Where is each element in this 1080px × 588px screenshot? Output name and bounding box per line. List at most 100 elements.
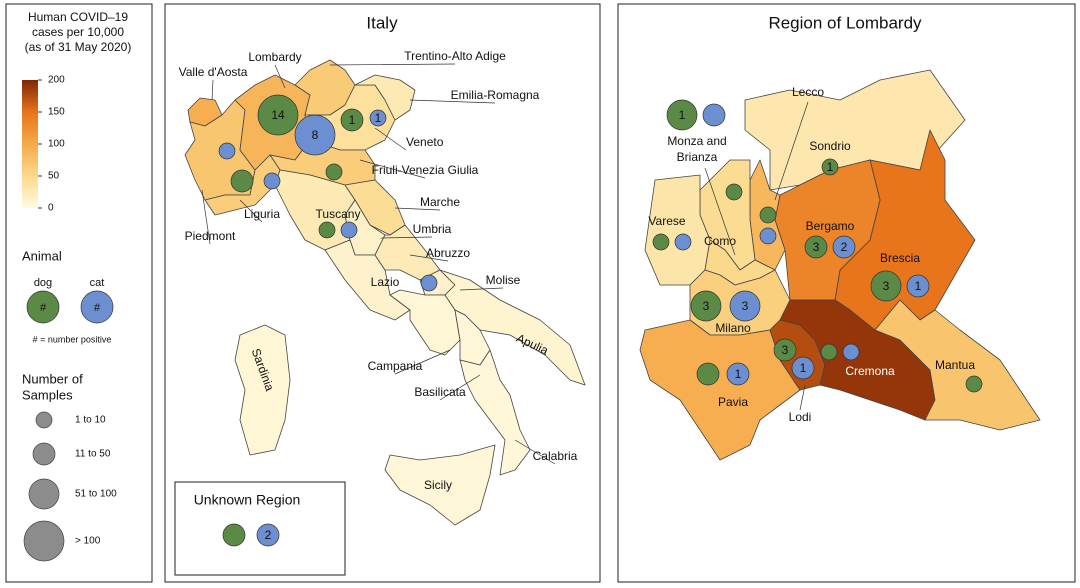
province-label: Bergamo <box>806 219 855 233</box>
province-label: Lecco <box>792 85 824 99</box>
unknown-region-box <box>174 481 346 576</box>
leader-line <box>274 64 286 89</box>
size-label: 51 to 100 <box>75 489 117 500</box>
sample-marker <box>759 206 777 224</box>
size-label: > 100 <box>75 536 101 547</box>
animal-legend-title: Animal <box>22 248 62 263</box>
region-label: Lazio <box>371 275 400 289</box>
leader-line <box>394 349 451 375</box>
leader-line <box>201 189 211 245</box>
sample-marker <box>666 99 698 131</box>
leader-line <box>799 384 806 411</box>
legend-panel <box>5 3 153 583</box>
positive-count: 3 <box>883 279 890 293</box>
sample-marker <box>821 158 839 176</box>
region-label: Campania <box>368 359 423 373</box>
colorbar-tick-label: 50 <box>48 171 60 182</box>
province-label: Cremona <box>845 364 895 378</box>
leader-line <box>514 439 556 465</box>
region-label: Umbria <box>413 222 452 236</box>
sample-marker <box>218 142 236 160</box>
region-label: Tuscany <box>316 207 361 221</box>
province-label: Lodi <box>789 410 812 424</box>
positive-count: 3 <box>813 240 820 254</box>
animal-symbol: # <box>40 302 47 314</box>
positive-count: 1 <box>735 367 742 381</box>
province-label: Brescia <box>880 251 920 265</box>
region <box>459 349 531 476</box>
leader-line <box>379 236 433 239</box>
province-label: Varese <box>648 214 685 228</box>
animal-symbol: # <box>94 302 101 314</box>
sample-marker <box>702 103 726 127</box>
region <box>234 324 291 456</box>
region-label: Piedmont <box>185 229 236 243</box>
province-label: Milano <box>715 321 751 335</box>
sample-marker <box>263 172 281 190</box>
region <box>354 74 416 121</box>
positive-count: 3 <box>703 299 710 313</box>
region-label: Marche <box>420 195 460 209</box>
size-swatch <box>32 442 56 466</box>
sample-marker <box>842 343 860 361</box>
colorbar-tick-label: 200 <box>48 75 65 86</box>
positive-count: 1 <box>349 113 356 127</box>
sample-marker <box>222 523 246 547</box>
colorbar-tick-label: 150 <box>48 107 65 118</box>
positive-count: 1 <box>679 108 686 122</box>
positive-count: 2 <box>841 240 848 254</box>
sample-marker <box>726 362 750 386</box>
positive-count: 1 <box>375 111 382 125</box>
region-label: Lombardy <box>248 50 301 64</box>
sample-marker <box>729 290 761 322</box>
region <box>874 299 1041 431</box>
province-label: Monza and <box>667 134 726 148</box>
sample-marker <box>318 221 336 239</box>
region-label: Calabria <box>533 449 578 463</box>
colorbar-title: Human COVID–19 <box>28 10 128 24</box>
size-swatch <box>23 520 65 562</box>
animal-label: cat <box>90 277 105 289</box>
region-label: Veneto <box>406 135 444 149</box>
positive-count: 3 <box>742 299 749 313</box>
colorbar <box>22 80 38 208</box>
region-label: Emilia-Romagna <box>451 88 540 102</box>
animal-legend-note: # = number positive <box>33 334 112 344</box>
region-label: Abruzzo <box>426 246 470 260</box>
sample-marker <box>804 235 828 259</box>
positive-count: 8 <box>312 128 319 142</box>
leader-line <box>459 287 504 291</box>
sample-marker <box>791 356 815 380</box>
sample-marker <box>230 169 254 193</box>
sample-marker <box>652 233 670 251</box>
leader-line <box>329 63 456 66</box>
sample-marker <box>325 163 343 181</box>
positive-count: 1 <box>800 361 807 375</box>
lombardy-title: Region of Lombardy <box>768 13 922 32</box>
animal-label: dog <box>34 277 52 289</box>
sample-marker <box>674 233 692 251</box>
animal-swatch <box>26 290 60 324</box>
colorbar-tick-label: 100 <box>48 139 65 150</box>
sample-marker <box>725 183 743 201</box>
region-label: Friuli-Venezia Giulia <box>372 163 479 177</box>
sample-marker <box>759 227 777 245</box>
sample-marker <box>257 94 299 136</box>
positive-count: 14 <box>271 108 285 122</box>
region-label: Basilicata <box>414 385 466 399</box>
leader-line <box>774 101 809 201</box>
positive-count: 1 <box>915 279 922 293</box>
size-swatch <box>28 478 60 510</box>
region-label: Sicily <box>424 478 452 492</box>
colorbar-title: (as of 31 May 2020) <box>25 40 132 54</box>
region-label: Valle d'Aosta <box>179 65 248 79</box>
sample-marker <box>690 290 722 322</box>
sample-marker <box>294 114 336 156</box>
sample-marker <box>832 235 856 259</box>
positive-count: 2 <box>265 528 272 542</box>
size-label: 11 to 50 <box>75 449 111 460</box>
positive-count: 3 <box>782 343 789 357</box>
leader-line <box>409 99 496 104</box>
colorbar-title: cases per 10,000 <box>32 25 124 39</box>
sample-marker <box>340 221 358 239</box>
